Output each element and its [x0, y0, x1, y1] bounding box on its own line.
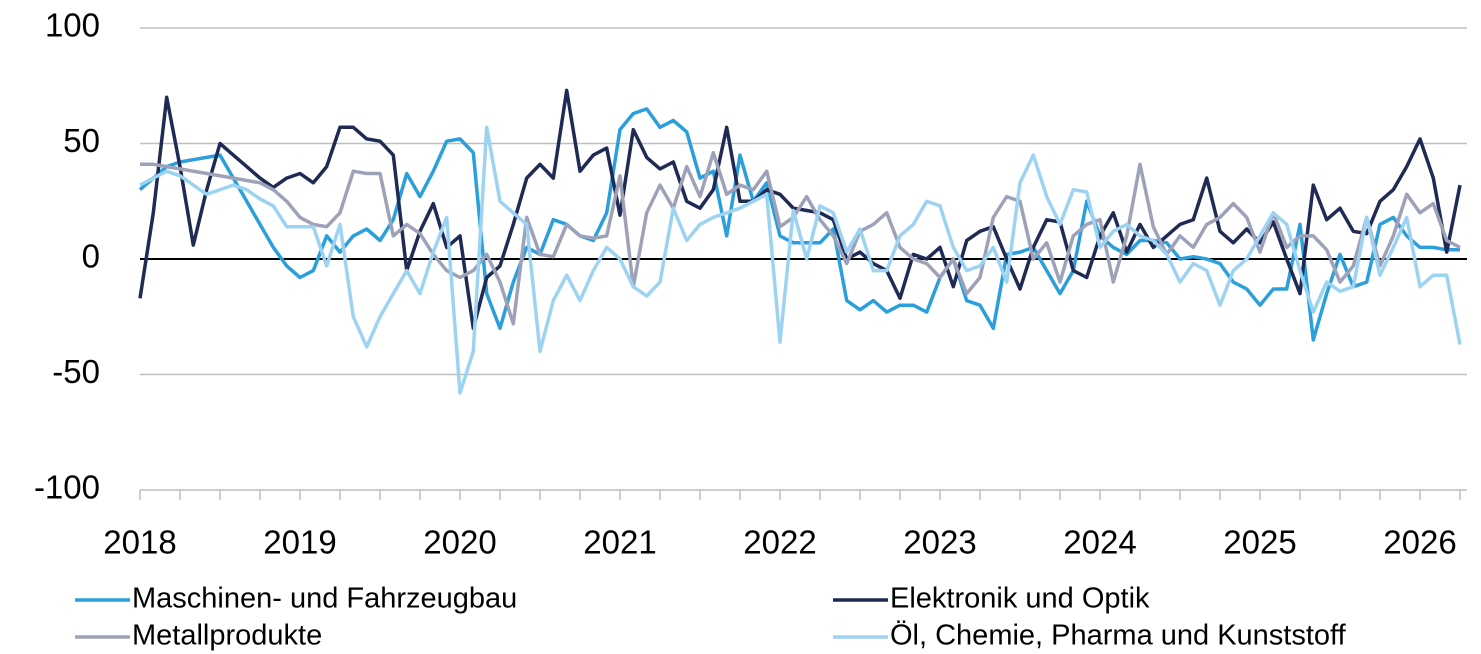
x-tick-label: 2020: [423, 524, 496, 561]
x-tick-label: 2023: [903, 524, 976, 561]
legend-label: Elektronik und Optik: [890, 583, 1150, 615]
x-tick-label: 2022: [743, 524, 816, 561]
legend-label: Maschinen- und Fahrzeugbau: [132, 583, 517, 615]
x-tick-label: 2018: [103, 524, 176, 561]
x-tick-label: 2025: [1223, 524, 1296, 561]
x-tick-label: 2021: [583, 524, 656, 561]
legend-label: Öl, Chemie, Pharma und Kunststoff: [890, 620, 1347, 652]
y-tick-label: 0: [82, 238, 100, 275]
x-tick-label: 2019: [263, 524, 336, 561]
y-tick-label: -100: [34, 469, 100, 506]
x-tick-label: 2026: [1383, 524, 1456, 561]
legend-label: Metallprodukte: [132, 620, 322, 652]
series-line: [138, 107, 1460, 342]
x-tick-label: 2024: [1063, 524, 1136, 561]
y-tick-label: -50: [52, 353, 100, 390]
series-line: [139, 125, 1462, 395]
series-line: [140, 150, 1461, 326]
y-tick-label: 100: [45, 7, 100, 44]
y-tick-label: 50: [63, 122, 100, 159]
